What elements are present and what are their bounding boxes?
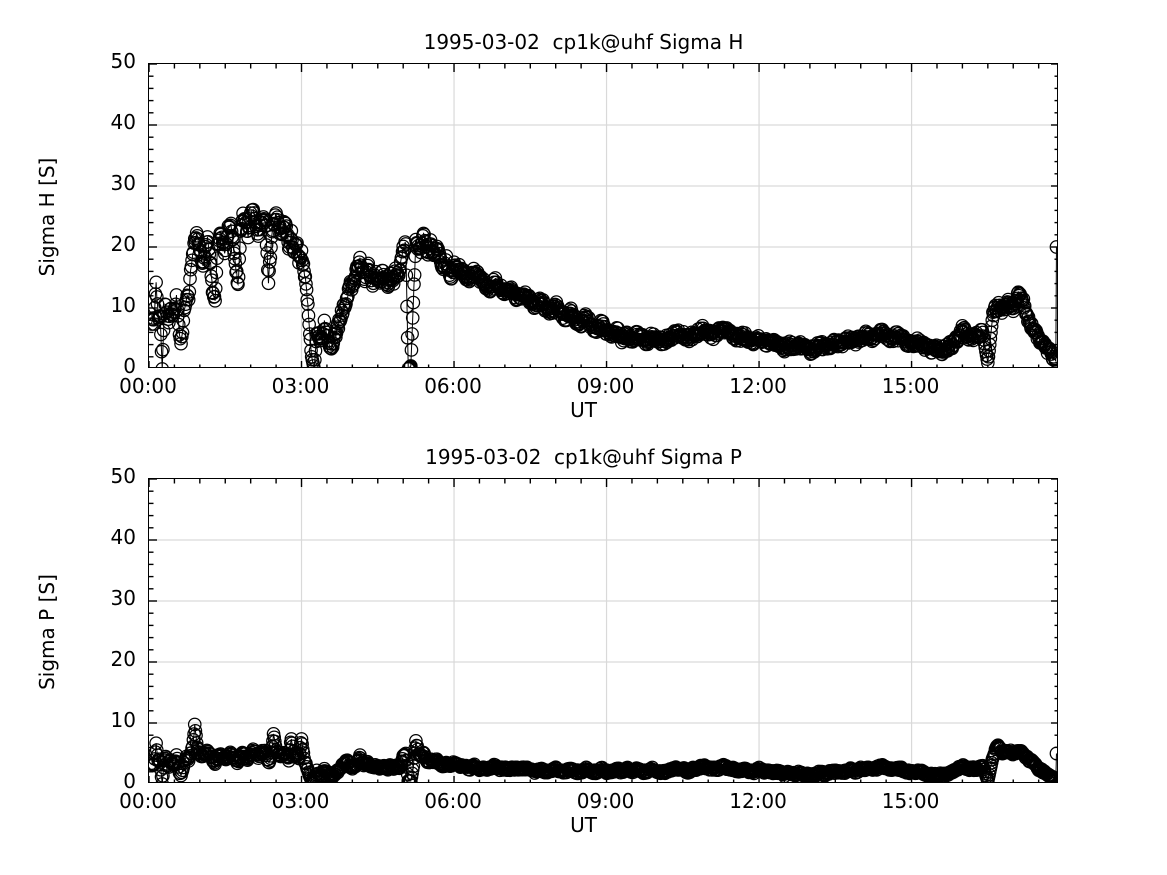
y-tick-label: 20 [110, 647, 136, 671]
x-tick-label: 15:00 [881, 789, 940, 813]
panel-sigma-p-plot-svg [149, 479, 1057, 782]
x-tick-label: 03:00 [271, 374, 330, 398]
y-tick-label: 20 [110, 232, 136, 256]
x-tick-label: 03:00 [271, 789, 330, 813]
gridlines [149, 479, 1057, 782]
y-tick-label: 30 [110, 171, 136, 195]
x-tick-label: 00:00 [119, 374, 177, 398]
panel-sigma-h-title: 1995-03-02 cp1k@uhf Sigma H [423, 30, 744, 54]
y-tick-label: 30 [110, 586, 136, 610]
data-markers [149, 717, 1057, 782]
y-tick-label: 10 [110, 293, 136, 317]
y-tick-label: 0 [123, 354, 136, 378]
x-tick-label: 15:00 [881, 374, 940, 398]
panel-sigma-h-plot-area [148, 63, 1058, 368]
y-tick-label: 0 [123, 769, 136, 793]
panel-sigma-p: 1995-03-02 cp1k@uhf Sigma P Sigma P [S] … [0, 437, 1167, 875]
x-tick-label: 00:00 [119, 789, 177, 813]
x-tick-label: 12:00 [729, 374, 787, 398]
y-tick-label: 10 [110, 708, 136, 732]
x-tick-label: 09:00 [576, 789, 635, 813]
x-tick-label: 06:00 [424, 374, 482, 398]
panel-sigma-p-plot-area [148, 478, 1058, 783]
y-tick-label: 40 [110, 110, 136, 134]
panel-sigma-h-xlabel: UT [570, 398, 597, 422]
x-tick-label: 06:00 [424, 789, 482, 813]
y-tick-label: 50 [110, 49, 136, 73]
y-tick-label: 40 [110, 525, 136, 549]
panel-sigma-h-plot-svg [149, 64, 1057, 367]
y-tick-label: 50 [110, 464, 136, 488]
x-tick-label: 12:00 [729, 789, 787, 813]
panel-sigma-h: 1995-03-02 cp1k@uhf Sigma H Sigma H [S] … [0, 0, 1167, 437]
axis-ticks [149, 64, 1057, 367]
panel-sigma-p-title: 1995-03-02 cp1k@uhf Sigma P [425, 445, 742, 469]
panel-sigma-p-xlabel: UT [570, 813, 597, 837]
data-markers [149, 202, 1057, 367]
x-tick-label: 09:00 [576, 374, 635, 398]
